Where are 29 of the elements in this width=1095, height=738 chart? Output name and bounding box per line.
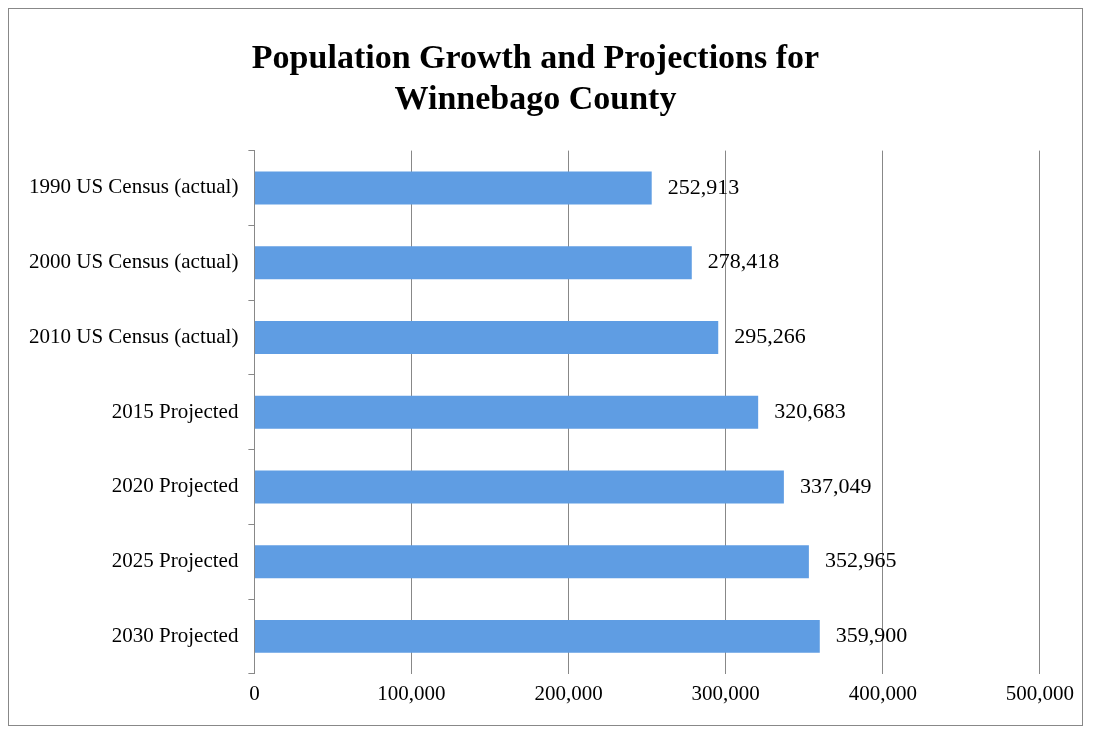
y-tick-label: 2030 Projected bbox=[111, 622, 239, 647]
x-tick-label: 100,000 bbox=[377, 680, 446, 705]
data-label: 320,683 bbox=[774, 397, 846, 423]
text: Winnebago County bbox=[394, 78, 677, 116]
x-tick-label: 0 bbox=[249, 680, 260, 705]
bar bbox=[254, 545, 809, 579]
bar bbox=[254, 619, 820, 653]
bar bbox=[254, 171, 652, 205]
data-label: 359,900 bbox=[835, 622, 908, 648]
x-tick-label: 300,000 bbox=[691, 680, 760, 705]
data-label: 295,266 bbox=[734, 323, 806, 349]
bar bbox=[254, 470, 784, 504]
y-tick-label: 2010 US Census (actual) bbox=[28, 323, 239, 348]
y-tick-label: 2015 Projected bbox=[111, 398, 239, 423]
x-tick-label: 500,000 bbox=[1005, 680, 1074, 705]
data-label: 337,049 bbox=[799, 472, 872, 498]
data-label: 352,965 bbox=[824, 547, 897, 573]
bar bbox=[254, 321, 719, 354]
bar bbox=[254, 246, 692, 280]
data-label: 278,418 bbox=[707, 248, 780, 274]
y-tick-label: 2000 US Census (actual) bbox=[28, 249, 239, 274]
data-label: 252,913 bbox=[667, 173, 740, 199]
x-tick-label: 400,000 bbox=[848, 680, 917, 705]
y-tick-label: 2020 Projected bbox=[111, 473, 239, 498]
y-tick-label: 2025 Projected bbox=[111, 548, 239, 573]
bar bbox=[254, 395, 759, 429]
x-tick-label: 200,000 bbox=[534, 680, 603, 705]
text: Population Growth and Projections for bbox=[251, 38, 820, 76]
y-tick-label: 1990 US Census (actual) bbox=[28, 174, 239, 199]
